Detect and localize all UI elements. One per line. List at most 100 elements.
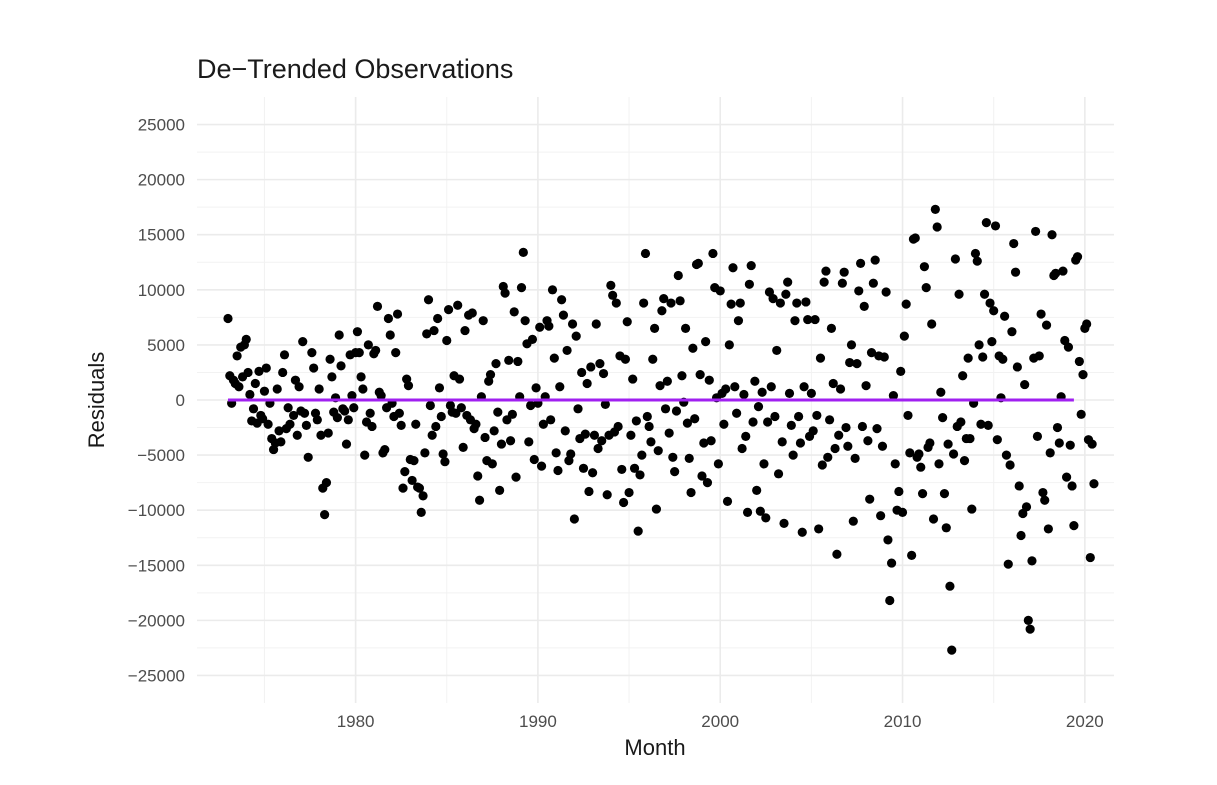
- data-point: [453, 300, 463, 310]
- data-point: [363, 340, 373, 350]
- data-point: [414, 483, 425, 493]
- y-tick-label: 20000: [138, 171, 185, 190]
- data-point: [721, 384, 731, 394]
- data-point: [1043, 524, 1053, 534]
- data-point: [759, 459, 769, 469]
- data-point: [250, 378, 260, 389]
- data-point: [728, 263, 738, 273]
- data-point: [1034, 351, 1044, 361]
- x-tick-label: 2000: [701, 712, 739, 731]
- data-point: [597, 436, 607, 446]
- data-point: [433, 313, 443, 324]
- data-point: [1058, 266, 1068, 276]
- data-point: [695, 370, 705, 380]
- data-point: [671, 406, 682, 416]
- data-point: [872, 424, 882, 434]
- data-point: [580, 429, 590, 439]
- data-point: [1005, 460, 1015, 470]
- data-point: [496, 439, 507, 449]
- data-points: [223, 204, 1099, 655]
- data-point: [1041, 320, 1052, 330]
- data-point: [458, 442, 468, 452]
- data-point: [876, 511, 886, 521]
- data-point: [321, 478, 332, 488]
- data-point: [340, 406, 350, 416]
- data-point: [682, 418, 693, 428]
- data-point: [795, 438, 806, 448]
- data-point: [956, 417, 966, 427]
- data-point: [1012, 362, 1022, 372]
- data-point: [407, 475, 417, 486]
- data-point: [595, 359, 605, 369]
- data-point: [732, 408, 742, 418]
- data-point: [885, 595, 895, 606]
- data-point: [981, 218, 991, 228]
- data-point: [409, 456, 419, 466]
- data-point: [945, 581, 955, 591]
- data-point: [1062, 472, 1072, 482]
- data-point: [865, 494, 875, 504]
- data-point: [555, 382, 565, 392]
- data-point: [686, 487, 696, 498]
- data-point: [819, 277, 829, 287]
- data-point: [376, 390, 386, 401]
- x-axis-label: Month: [624, 735, 685, 760]
- data-point: [697, 471, 707, 481]
- data-point: [400, 467, 410, 477]
- data-point: [420, 448, 430, 458]
- data-point: [493, 407, 503, 417]
- data-point: [434, 383, 445, 393]
- data-point: [770, 411, 780, 422]
- data-point: [837, 278, 847, 288]
- y-tick-label: −25000: [128, 666, 185, 685]
- data-point: [569, 514, 579, 524]
- data-point: [899, 331, 909, 341]
- data-point: [979, 289, 990, 299]
- data-point: [1076, 409, 1086, 419]
- data-point: [403, 381, 414, 391]
- data-point: [976, 419, 986, 429]
- data-point: [272, 384, 282, 394]
- data-point: [1020, 379, 1030, 390]
- data-point: [299, 408, 310, 418]
- data-point: [657, 306, 667, 316]
- data-point: [897, 507, 908, 517]
- data-point: [234, 382, 244, 392]
- y-tick-label: 25000: [138, 116, 185, 135]
- data-point: [358, 384, 368, 394]
- data-point: [1001, 450, 1012, 460]
- data-point: [628, 374, 638, 384]
- data-point: [814, 524, 824, 534]
- data-point: [582, 378, 592, 389]
- data-point: [352, 327, 363, 337]
- data-point: [425, 400, 435, 411]
- data-point: [914, 449, 924, 459]
- data-point: [274, 426, 284, 436]
- y-tick-label: 0: [176, 391, 185, 410]
- data-point: [735, 298, 745, 308]
- data-point: [626, 430, 636, 440]
- major-gridlines: [197, 97, 1114, 703]
- data-point: [670, 467, 680, 477]
- data-point: [821, 266, 831, 276]
- data-point: [659, 294, 669, 304]
- data-point: [573, 404, 583, 414]
- data-point: [826, 323, 837, 333]
- data-point: [1007, 327, 1017, 337]
- data-point: [1016, 530, 1026, 541]
- data-point: [917, 489, 928, 499]
- data-point: [925, 438, 935, 448]
- data-point: [713, 459, 723, 469]
- data-point: [742, 507, 753, 517]
- data-point: [651, 504, 662, 514]
- data-point: [485, 370, 496, 380]
- data-point: [298, 337, 308, 347]
- data-point: [1031, 226, 1041, 237]
- data-point: [259, 386, 270, 396]
- data-point: [863, 436, 873, 446]
- data-point: [1021, 502, 1032, 512]
- data-point: [755, 506, 765, 516]
- data-point: [974, 340, 984, 350]
- data-point: [939, 489, 950, 499]
- data-point: [677, 371, 687, 381]
